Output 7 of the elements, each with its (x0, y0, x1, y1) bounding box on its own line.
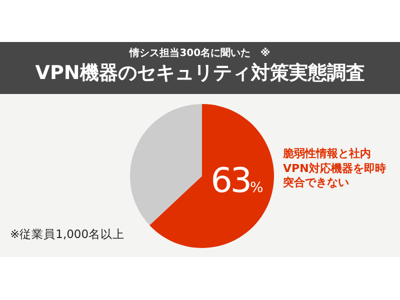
pie-slice (150, 104, 274, 248)
text: ※従業員1,000名以上 (10, 227, 125, 242)
chart-subtitle: 情シス担当300名に聞いた ※ (128, 46, 272, 60)
slice-label: 脆弱性情報と社内VPN対応機器を即時突合できない (283, 147, 387, 190)
chart-title: VPN機器のセキュリティ対策実態調査 (34, 61, 366, 86)
data-label: 63% (210, 161, 264, 201)
pie-slice (130, 104, 202, 226)
